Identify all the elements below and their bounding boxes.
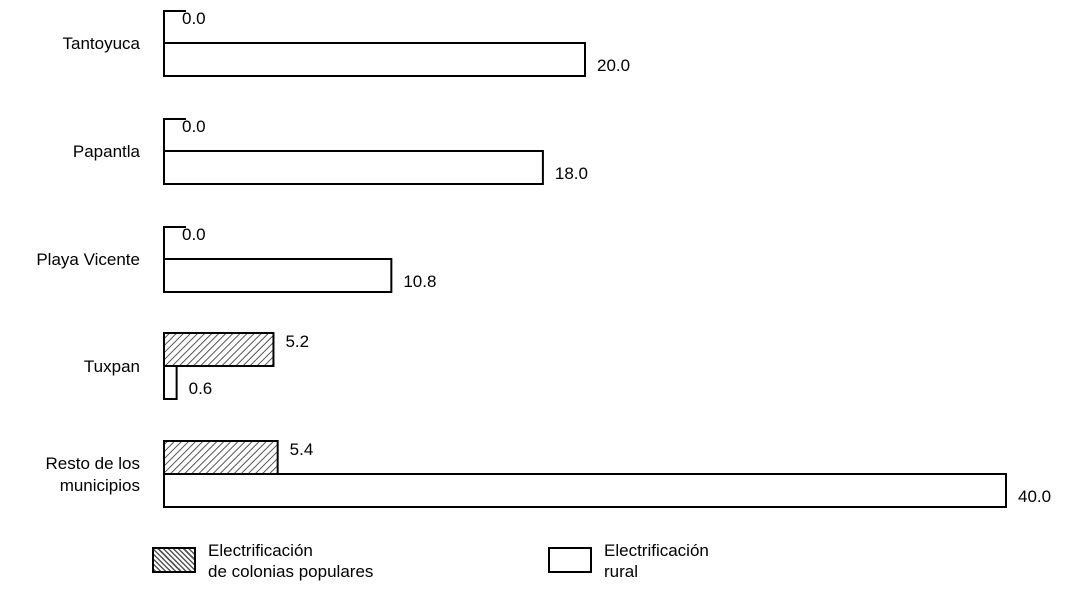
- bar-group: Tantoyuca 0.0 20.0: [63, 9, 630, 77]
- category-label: Tuxpan: [84, 357, 140, 376]
- legend-label: Electrificación de colonias populares: [208, 541, 374, 581]
- bar-group: Tuxpan 5.2 0.6: [84, 332, 309, 400]
- hatched-swatch: [152, 547, 196, 573]
- value-label: 18.0: [555, 164, 588, 183]
- category-label: Playa Vicente: [36, 250, 140, 269]
- white-swatch: [548, 547, 592, 573]
- value-label: 20.0: [597, 56, 630, 75]
- value-label: 5.2: [285, 332, 309, 351]
- plot-area: Tantoyuca 0.0 20.0 Papantla 0.0 18.0 Playa Vic…: [36, 9, 1051, 508]
- value-label: 0.0: [182, 117, 206, 136]
- value-label: 10.8: [403, 272, 436, 291]
- bar-colonias-populares: [163, 332, 275, 367]
- bar-group: Resto de los municipios 5.4 40.0: [46, 440, 1051, 508]
- bar-rural: [163, 42, 586, 77]
- bar-rural: [163, 150, 544, 185]
- category-label: Tantoyuca: [63, 34, 141, 53]
- category-label: Papantla: [73, 142, 141, 161]
- bar-rural: [163, 258, 393, 293]
- value-label: 0.6: [189, 379, 213, 398]
- bar-rural: [163, 365, 178, 400]
- value-label: 40.0: [1018, 487, 1051, 506]
- category-label: Resto de los municipios: [46, 454, 141, 495]
- bar-group: Playa Vicente 0.0 10.8: [36, 225, 436, 293]
- bar-rural: [163, 473, 1007, 508]
- bar-colonias-populares: [163, 440, 279, 475]
- value-label: 5.4: [290, 440, 314, 459]
- value-label: 0.0: [182, 225, 206, 244]
- legend-label: Electrificación rural: [604, 541, 709, 581]
- bar-group: Papantla 0.0 18.0: [73, 117, 588, 185]
- value-label: 0.0: [182, 9, 206, 28]
